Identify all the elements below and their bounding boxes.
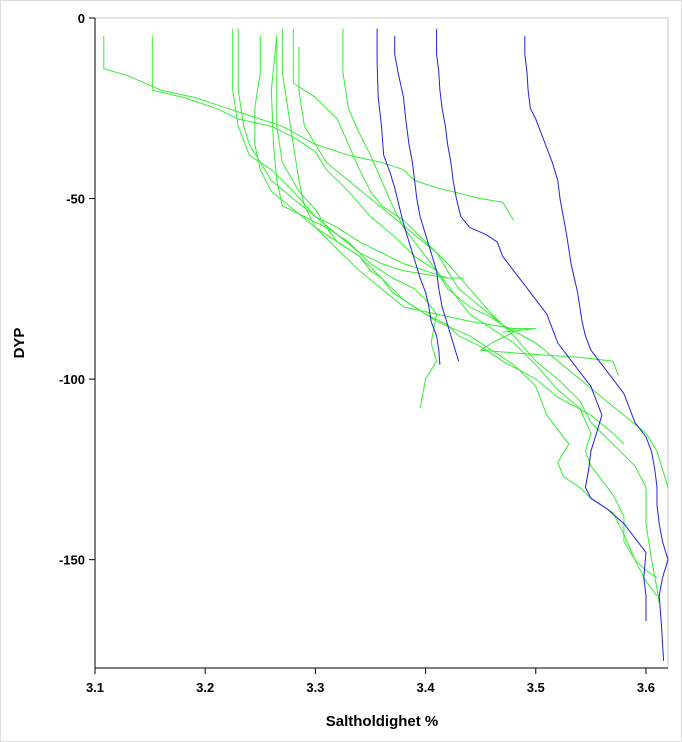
y-axis-title: DYP xyxy=(11,328,28,359)
x-tick-label: 3.3 xyxy=(306,680,324,695)
profile-line-blue-13 xyxy=(394,36,460,362)
y-tick-label: -100 xyxy=(59,372,85,387)
profile-line-green-6 xyxy=(270,36,438,409)
x-tick-label: 3.6 xyxy=(637,680,655,695)
x-axis-ticks: 3.1 3.2 3.3 3.4 3.5 3.6 xyxy=(86,668,655,695)
profile-line-blue-14 xyxy=(436,28,647,622)
x-tick-label: 3.4 xyxy=(417,680,436,695)
profile-line-green-9 xyxy=(292,28,660,604)
y-axis-ticks: 0 -50 -100 -150 xyxy=(59,11,95,568)
profile-line-green-8 xyxy=(298,46,669,488)
profile-line-green-7 xyxy=(254,36,537,333)
profile-line-green-4 xyxy=(237,28,448,279)
y-tick-label: 0 xyxy=(78,11,85,26)
x-axis-title: Saltholdighet % xyxy=(326,713,439,730)
series-layer xyxy=(103,28,669,661)
plot-area xyxy=(94,17,669,669)
x-tick-label: 3.5 xyxy=(527,680,545,695)
y-tick-label: -50 xyxy=(66,192,85,207)
profile-line-blue-15 xyxy=(524,36,669,661)
x-tick-label: 3.1 xyxy=(86,680,104,695)
x-tick-label: 3.2 xyxy=(196,680,214,695)
profile-line-green-2 xyxy=(151,36,619,376)
profile-line-blue-12 xyxy=(376,28,441,365)
profile-line-green-10 xyxy=(342,28,658,579)
y-tick-label: -150 xyxy=(59,553,85,568)
profile-line-green-3 xyxy=(232,28,465,279)
